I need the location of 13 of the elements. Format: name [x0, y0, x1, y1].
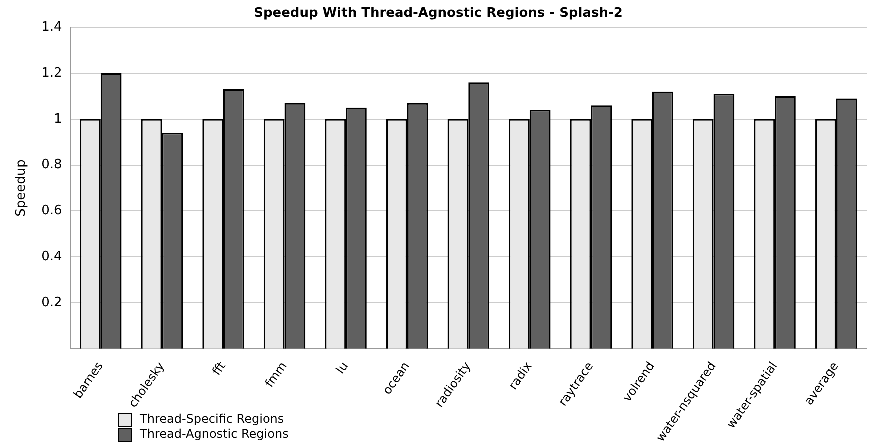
y-tick-label: 1.2: [42, 66, 62, 81]
legend-label: Thread-Specific Regions: [140, 412, 284, 427]
y-tick-label: 0.4: [42, 249, 62, 264]
x-tick-label: lu: [333, 359, 352, 376]
y-tick-label: 1.4: [42, 20, 62, 35]
y-tick-label: 0.6: [42, 204, 62, 219]
y-tick-label: 0.8: [42, 158, 62, 173]
x-tick-label: fft: [210, 359, 229, 378]
chart-title: Speedup With Thread-Agnostic Regions - Splash-2: [254, 6, 623, 22]
y-axis-title: Speedup: [14, 160, 30, 217]
legend-label: Thread-Agnostic Regions: [140, 427, 289, 442]
y-tick-label: 1: [54, 112, 62, 127]
y-tick-label: 0.2: [42, 295, 62, 310]
